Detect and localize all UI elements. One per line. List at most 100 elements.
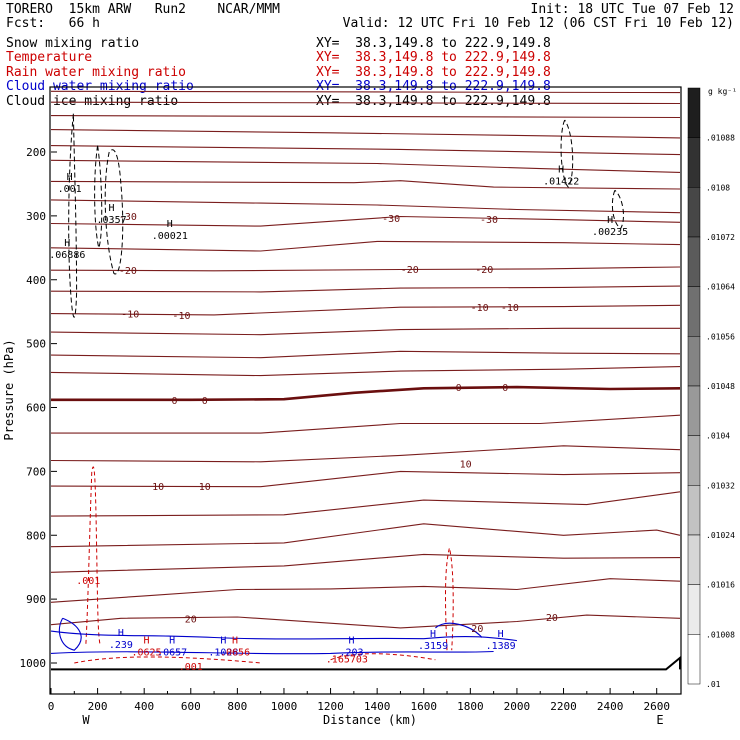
isotherm-label: -30 bbox=[119, 212, 137, 223]
x-end-label-east: E bbox=[656, 713, 663, 727]
isotherm-label: 10 bbox=[460, 460, 472, 471]
isotherm-label: -20 bbox=[475, 265, 493, 276]
isotherm bbox=[50, 304, 681, 316]
isotherm-label: 0 bbox=[202, 396, 208, 407]
x-tick-label: 400 bbox=[134, 700, 154, 713]
snow-contour bbox=[104, 149, 124, 275]
contour-lines bbox=[50, 90, 681, 671]
field-temperature-name: Temperature bbox=[6, 50, 93, 65]
max-value-label: .1028 bbox=[208, 648, 238, 659]
colorbar-swatch bbox=[687, 634, 701, 685]
isotherm bbox=[50, 115, 681, 119]
colorbar-label: .0108 bbox=[706, 183, 730, 192]
snow-contour bbox=[68, 113, 78, 318]
colorbar-swatch bbox=[687, 584, 701, 635]
isotherm-label: -30 bbox=[382, 214, 400, 225]
max-value-label: .203 bbox=[339, 648, 363, 659]
isotherm bbox=[50, 470, 681, 488]
max-value-label: .0657 bbox=[157, 648, 187, 659]
header-line2-left: Fcst: 66 h bbox=[6, 16, 100, 31]
colorbar-label: .01048 bbox=[706, 382, 735, 391]
colorbar-swatch bbox=[687, 236, 701, 287]
header-line2-right: Valid: 12 UTC Fri 10 Feb 12 (06 CST Fri … bbox=[342, 16, 734, 31]
ground-line bbox=[51, 655, 681, 671]
isotherm bbox=[50, 285, 681, 293]
isotherm-label: 0 bbox=[456, 383, 462, 394]
max-value-label: .001 bbox=[179, 662, 203, 673]
x-tick-label: 1200 bbox=[317, 700, 344, 713]
isotherm bbox=[50, 614, 681, 629]
isotherm-label: 0 bbox=[502, 383, 508, 394]
plot-frame bbox=[49, 86, 682, 695]
x-tick-label: 1000 bbox=[271, 700, 298, 713]
y-axis-label: Pressure (hPa) bbox=[2, 339, 16, 440]
header-line1-left: TORERO 15km ARW Run2 NCAR/MMM bbox=[6, 2, 280, 17]
max-value-label: .01422 bbox=[543, 177, 579, 188]
snow-contour bbox=[611, 189, 624, 230]
max-value-label: .001 bbox=[58, 184, 82, 195]
max-marker: H bbox=[67, 172, 73, 183]
colorbar-label: .01032 bbox=[706, 481, 735, 490]
freezing-line bbox=[51, 385, 681, 402]
max-value-label: .0625 bbox=[131, 648, 161, 659]
x-tick-label: 200 bbox=[88, 700, 108, 713]
isotherm bbox=[50, 491, 681, 517]
rain-contour bbox=[330, 653, 436, 661]
isotherm-label: -30 bbox=[480, 215, 498, 226]
x-tick-label: 2600 bbox=[643, 700, 670, 713]
x-end-label-west: W bbox=[82, 713, 90, 727]
rain-contour bbox=[74, 656, 261, 664]
max-marker: H bbox=[498, 629, 504, 640]
max-marker: H bbox=[118, 628, 124, 639]
isotherm bbox=[50, 90, 681, 94]
max-value-label: .165703 bbox=[326, 655, 368, 666]
isotherm-label: 10 bbox=[152, 482, 164, 493]
colorbar-swatch bbox=[687, 87, 701, 138]
cloudwater-contour bbox=[435, 622, 483, 638]
max-marker: H bbox=[64, 238, 70, 249]
max-value-label: .001 bbox=[76, 576, 100, 587]
max-value-label: .3159 bbox=[418, 641, 448, 652]
rain-contour bbox=[445, 547, 454, 651]
y-tick-label: 800 bbox=[26, 529, 46, 542]
y-axis: 200 300 400 500 600 700 800 900 1000 bbox=[20, 146, 57, 670]
isotherm-label: -10 bbox=[172, 311, 190, 322]
isotherm bbox=[50, 350, 681, 359]
max-marker: H bbox=[558, 165, 564, 176]
isotherm bbox=[51, 414, 681, 434]
field-rain-xy: XY= 38.3,149.8 to 222.9,149.8 bbox=[316, 65, 551, 80]
snow-contour bbox=[560, 119, 574, 188]
isotherm-label: 20 bbox=[546, 613, 558, 624]
max-value-label: .0656 bbox=[220, 648, 250, 659]
field-temperature-xy: XY= 38.3,149.8 to 222.9,149.8 bbox=[316, 50, 551, 65]
colorbar-label: .01 bbox=[706, 680, 721, 689]
cloudwater-contour bbox=[50, 630, 517, 642]
y-tick-label: 400 bbox=[26, 274, 46, 287]
max-marker: H bbox=[607, 215, 613, 226]
x-tick-label: 1600 bbox=[410, 700, 437, 713]
max-value-label: .06886 bbox=[49, 250, 85, 261]
isotherm bbox=[50, 145, 681, 156]
colorbar-label: .01008 bbox=[706, 630, 735, 639]
y-tick-label: 200 bbox=[26, 146, 46, 159]
isotherm bbox=[50, 523, 681, 548]
colorbar-swatch bbox=[687, 137, 701, 188]
isotherm-label: -10 bbox=[471, 303, 489, 314]
isotherm bbox=[50, 215, 681, 227]
isotherm-label: -20 bbox=[401, 265, 419, 276]
isotherm-label: -20 bbox=[119, 266, 137, 277]
y-tick-label: 700 bbox=[26, 465, 46, 478]
field-snow-xy: XY= 38.3,149.8 to 222.9,149.8 bbox=[316, 36, 551, 51]
colorbar-label: .01064 bbox=[706, 283, 735, 292]
x-axis: 0 200 400 600 800 1000 1200 1400 1600 1800 2000 220… bbox=[48, 688, 670, 713]
isotherm bbox=[50, 266, 681, 272]
colorbar-swatch bbox=[687, 435, 701, 486]
isotherm-label: -10 bbox=[121, 310, 139, 321]
y-tick-label: 600 bbox=[26, 402, 46, 415]
isotherm bbox=[50, 578, 681, 603]
isotherm bbox=[50, 366, 681, 377]
isotherm bbox=[50, 199, 681, 214]
isotherm-label: -10 bbox=[501, 303, 519, 314]
